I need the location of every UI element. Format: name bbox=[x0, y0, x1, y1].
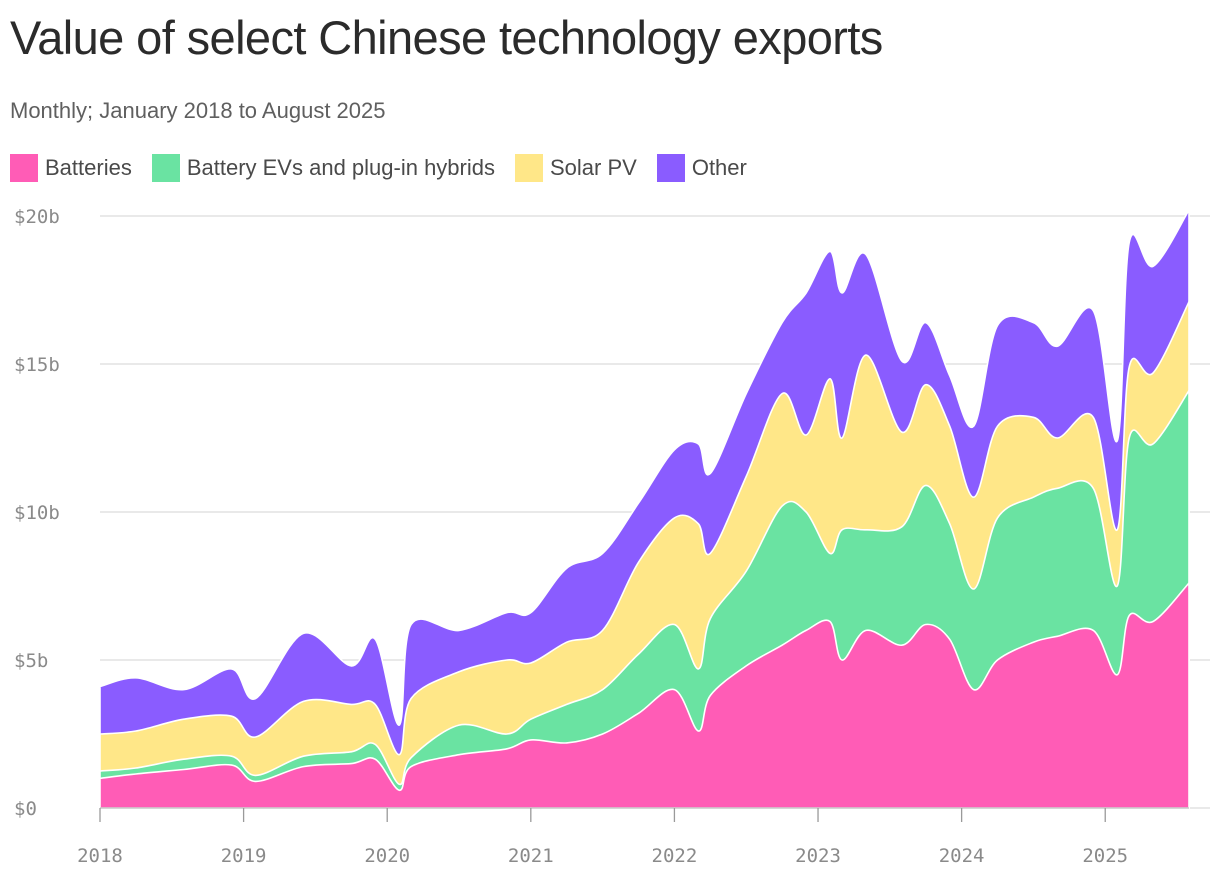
x-tick-label: 2018 bbox=[77, 845, 123, 867]
area-batteries bbox=[99, 582, 1190, 809]
y-tick-label: $15b bbox=[14, 354, 60, 376]
chart-title: Value of select Chinese technology expor… bbox=[10, 11, 883, 64]
legend-swatch-batteries bbox=[10, 154, 38, 182]
chart-subtitle: Monthly; January 2018 to August 2025 bbox=[10, 98, 386, 123]
y-tick-label: $20b bbox=[14, 206, 60, 228]
x-tick-label: 2022 bbox=[652, 845, 698, 867]
legend-label-evs: Battery EVs and plug-in hybrids bbox=[186, 155, 495, 180]
legend-item-batteries: Batteries bbox=[10, 154, 132, 182]
legend-item-other: Other bbox=[656, 154, 747, 182]
legend-swatch-other bbox=[656, 154, 685, 182]
legend-swatch-evs bbox=[151, 154, 180, 182]
y-tick-label: $10b bbox=[14, 502, 60, 524]
x-tick-label: 2023 bbox=[795, 845, 841, 867]
legend: Batteries Battery EVs and plug-in hybrid… bbox=[10, 152, 767, 184]
legend-item-evs: Battery EVs and plug-in hybrids bbox=[151, 154, 495, 182]
x-tick-label: 2019 bbox=[221, 845, 267, 867]
x-tick-label: 2020 bbox=[364, 845, 410, 867]
legend-label-other: Other bbox=[691, 155, 747, 180]
legend-item-solar: Solar PV bbox=[515, 154, 637, 182]
y-tick-label: $5b bbox=[14, 650, 48, 672]
x-tick-label: 2021 bbox=[508, 845, 554, 867]
x-tick-label: 2025 bbox=[1082, 845, 1128, 867]
legend-swatch-solar bbox=[515, 154, 543, 182]
y-tick-label: $0 bbox=[14, 798, 37, 820]
legend-label-batteries: Batteries bbox=[45, 155, 132, 180]
areas bbox=[99, 209, 1190, 809]
x-tick-label: 2024 bbox=[939, 845, 985, 867]
legend-label-solar: Solar PV bbox=[550, 155, 637, 180]
